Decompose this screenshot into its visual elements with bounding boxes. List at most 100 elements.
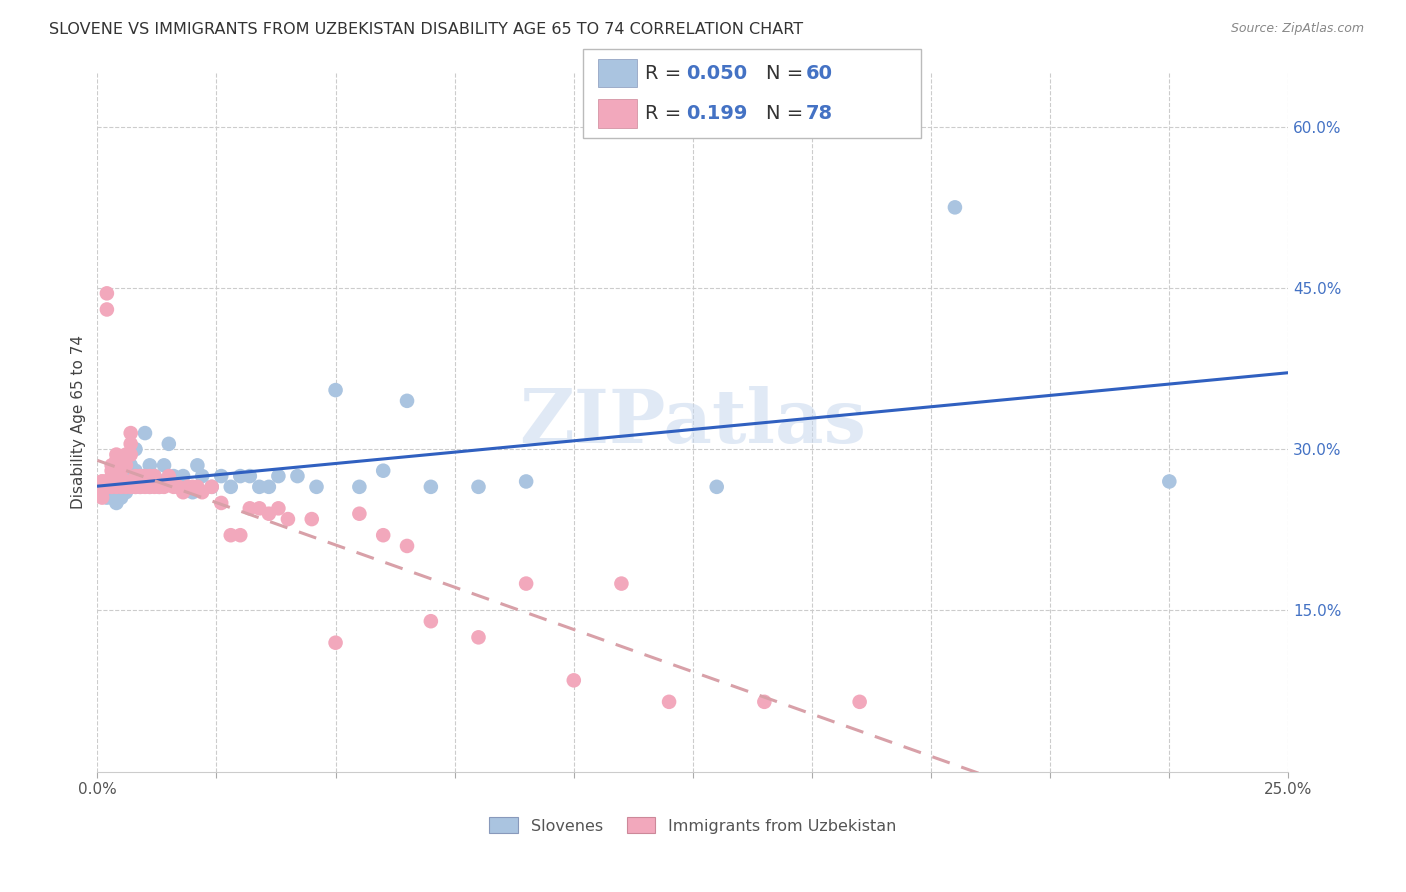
Point	[91, 485, 114, 500]
Point	[129, 475, 152, 489]
Point	[143, 469, 166, 483]
Text: SLOVENE VS IMMIGRANTS FROM UZBEKISTAN DISABILITY AGE 65 TO 74 CORRELATION CHART: SLOVENE VS IMMIGRANTS FROM UZBEKISTAN DI…	[49, 22, 803, 37]
Point	[91, 485, 114, 500]
Point	[181, 485, 204, 500]
Point	[325, 636, 347, 650]
Text: ZIPatlas: ZIPatlas	[519, 386, 866, 458]
Point	[373, 528, 395, 542]
Point	[91, 480, 114, 494]
Text: Source: ZipAtlas.com: Source: ZipAtlas.com	[1230, 22, 1364, 36]
Point	[325, 383, 347, 397]
Point	[219, 528, 242, 542]
Point	[139, 480, 162, 494]
Point	[754, 695, 776, 709]
Point	[96, 480, 118, 494]
Point	[110, 475, 132, 489]
Point	[115, 480, 138, 494]
Point	[157, 469, 180, 483]
Text: 60: 60	[806, 63, 832, 83]
Point	[105, 496, 128, 510]
Point	[153, 475, 176, 489]
Point	[100, 458, 122, 473]
Point	[515, 475, 537, 489]
Point	[201, 480, 224, 494]
Text: 78: 78	[806, 103, 832, 123]
Point	[115, 458, 138, 473]
Point	[139, 469, 162, 483]
Point	[115, 464, 138, 478]
Point	[110, 464, 132, 478]
Point	[100, 485, 122, 500]
Point	[105, 464, 128, 478]
Point	[120, 426, 142, 441]
Point	[467, 480, 489, 494]
Point	[91, 475, 114, 489]
Point	[277, 512, 299, 526]
Point	[124, 469, 146, 483]
Point	[134, 469, 156, 483]
Point	[134, 469, 156, 483]
Point	[257, 507, 280, 521]
Text: 0.050: 0.050	[686, 63, 747, 83]
Point	[120, 448, 142, 462]
Point	[201, 480, 224, 494]
Point	[110, 491, 132, 505]
Point	[91, 480, 114, 494]
Point	[139, 480, 162, 494]
Point	[91, 475, 114, 489]
Point	[124, 442, 146, 457]
Point	[129, 469, 152, 483]
Point	[172, 485, 194, 500]
Point	[257, 480, 280, 494]
Point	[177, 480, 200, 494]
Point	[105, 475, 128, 489]
Point	[105, 453, 128, 467]
Point	[100, 475, 122, 489]
Point	[96, 491, 118, 505]
Point	[419, 480, 441, 494]
Point	[129, 480, 152, 494]
Point	[91, 491, 114, 505]
Point	[239, 501, 262, 516]
Point	[100, 491, 122, 505]
Point	[115, 448, 138, 462]
Point	[143, 469, 166, 483]
Point	[209, 469, 232, 483]
Point	[129, 475, 152, 489]
Point	[162, 480, 184, 494]
Point	[658, 695, 681, 709]
Point	[148, 480, 170, 494]
Point	[153, 480, 176, 494]
Point	[96, 475, 118, 489]
Point	[186, 458, 208, 473]
Point	[610, 576, 633, 591]
Point	[105, 480, 128, 494]
Point	[562, 673, 585, 688]
Point	[105, 475, 128, 489]
Point	[167, 480, 190, 494]
Point	[100, 480, 122, 494]
Point	[177, 480, 200, 494]
Point	[129, 480, 152, 494]
Point	[115, 485, 138, 500]
Point	[301, 512, 323, 526]
Text: N =: N =	[766, 103, 810, 123]
Point	[134, 426, 156, 441]
Point	[157, 437, 180, 451]
Point	[96, 302, 118, 317]
Point	[239, 469, 262, 483]
Text: R =: R =	[645, 63, 688, 83]
Point	[124, 464, 146, 478]
Point	[1159, 475, 1181, 489]
Point	[395, 539, 418, 553]
Point	[395, 393, 418, 408]
Point	[267, 501, 290, 516]
Point	[91, 480, 114, 494]
Text: N =: N =	[766, 63, 810, 83]
Point	[247, 480, 270, 494]
Point	[148, 475, 170, 489]
Point	[148, 480, 170, 494]
Point	[349, 507, 371, 521]
Point	[124, 475, 146, 489]
Point	[167, 480, 190, 494]
